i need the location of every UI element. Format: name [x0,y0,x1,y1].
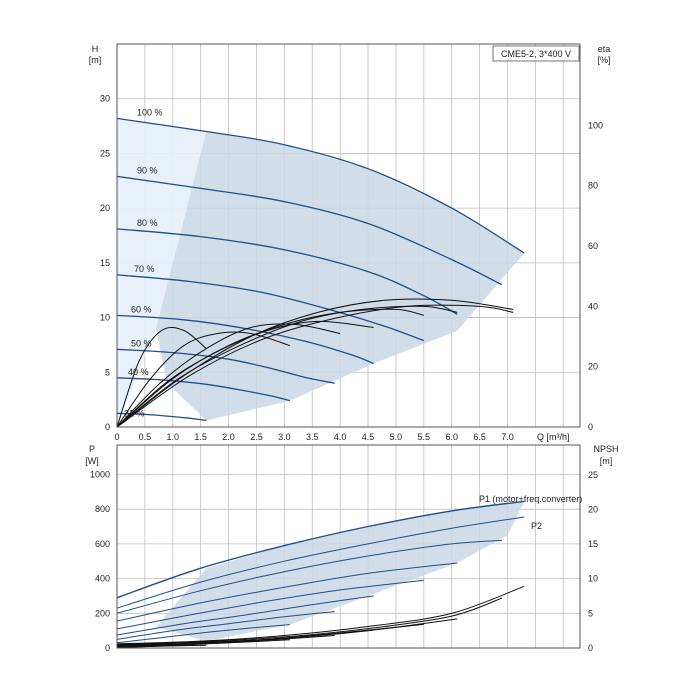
efficiency-curve [116,323,341,428]
speed-curve-70pct [116,274,425,342]
y-tick-label: 0 [105,643,110,653]
y-axis-label: P [89,444,95,454]
y-tick-label: 15 [100,258,110,268]
y2-tick-label: 40 [588,301,598,311]
series-label-p2: P2 [531,521,542,531]
y2-tick-label: 20 [588,362,598,372]
y2-tick-label: 0 [588,422,593,432]
speed-label: 60 % [131,304,152,314]
efficiency-curve [116,305,458,428]
power-operating-area [156,501,525,642]
operating-area [156,131,525,421]
speed-label: 90 % [137,165,158,175]
y-tick-label: 0 [105,422,110,432]
x-tick-label: 0.5 [139,432,152,442]
chart-title: CME5-2, 3*400 V [501,49,571,59]
x-axis-label: Q [m³/h] [537,432,570,442]
series-label-p1: P1 (motor+freq.converter) [479,494,582,504]
x-tick-label: 7.0 [501,432,514,442]
x-tick-label: 2.0 [222,432,235,442]
power-curve [116,539,502,614]
y-tick-label: 20 [100,203,110,213]
x-tick-label: 2.5 [250,432,263,442]
x-tick-label: 0 [114,432,119,442]
efficiency-curve [116,327,207,428]
y2-tick-label: 100 [588,120,603,130]
x-tick-label: 4.5 [362,432,375,442]
x-tick-label: 1.0 [167,432,180,442]
speed-curve-60pct [116,314,374,365]
y-axis-label: H [92,44,99,54]
y2-tick-label: 25 [588,470,598,480]
y2-tick-label: 80 [588,181,598,191]
y2-tick-label: 0 [588,643,593,653]
power-curve [116,595,374,636]
y2-tick-label: 20 [588,504,598,514]
power-curve [116,624,290,644]
x-tick-label: 3.0 [278,432,291,442]
y-tick-label: 200 [95,608,110,618]
y-tick-label: 25 [100,148,110,158]
x-tick-label: 6.0 [445,432,458,442]
speed-label: 50 % [131,338,152,348]
power-curve [116,579,424,630]
y2-tick-label: 5 [588,608,593,618]
y-tick-label: 600 [95,539,110,549]
y-tick-label: 1000 [90,469,110,479]
y-tick-label: 5 [105,367,110,377]
speed-label: 80 % [137,218,158,228]
y2-axis-label: eta [598,44,611,54]
power-curve-p2 [116,516,525,609]
speed-curve-21pct [116,412,207,422]
efficiency-curve [116,308,424,428]
head-efficiency-panel: 100 % 90 % 80 % 70 % 60 % 50 % 40 % 21 % 0 0.5 1.0… [89,43,611,442]
plot-frame [116,43,581,428]
y2-tick-label: 60 [588,241,598,251]
y-axis-unit: [W] [85,456,99,466]
y2-axis-label: NPSH [593,444,618,454]
y-tick-label: 400 [95,574,110,584]
speed-label: 40 % [128,367,149,377]
y-axis-unit: [m] [89,55,102,65]
npsh-curve [116,644,207,648]
speed-curve-90pct [116,175,503,286]
efficiency-curve [116,304,514,428]
y-tick-label: 10 [100,313,110,323]
y2-tick-label: 10 [588,574,598,584]
x-tick-label: 1.5 [194,432,207,442]
x-tick-label: 3.5 [306,432,319,442]
x-tick-label: 5.5 [418,432,431,442]
x-tick-label: 6.5 [473,432,486,442]
power-curve [116,611,335,640]
x-tick-label: 5.0 [390,432,403,442]
y2-tick-label: 15 [588,539,598,549]
plot-frame [116,444,581,649]
speed-label: 70 % [134,264,155,274]
speed-curve-100pct [116,117,525,254]
title-box [492,45,580,62]
x-tick-label: 4.0 [334,432,347,442]
power-npsh-panel: P1 (motor+freq.converter)P20200400600800… [85,444,618,653]
y2-axis-unit: [%] [597,55,610,65]
y2-axis-unit: [m] [600,456,613,466]
speed-curve-40pct [116,377,291,402]
speed-curve-50pct [116,348,335,384]
power-curve-p1 [116,500,525,599]
efficiency-curve [116,298,514,428]
power-curve [116,562,458,622]
speed-curve-80pct [116,228,458,315]
y-tick-label: 800 [95,504,110,514]
speed-label: 100 % [137,107,163,117]
y-tick-label: 30 [100,94,110,104]
npsh-curve [116,585,525,645]
npsh-curve [116,597,503,645]
speed-label: 21 % [124,408,145,418]
